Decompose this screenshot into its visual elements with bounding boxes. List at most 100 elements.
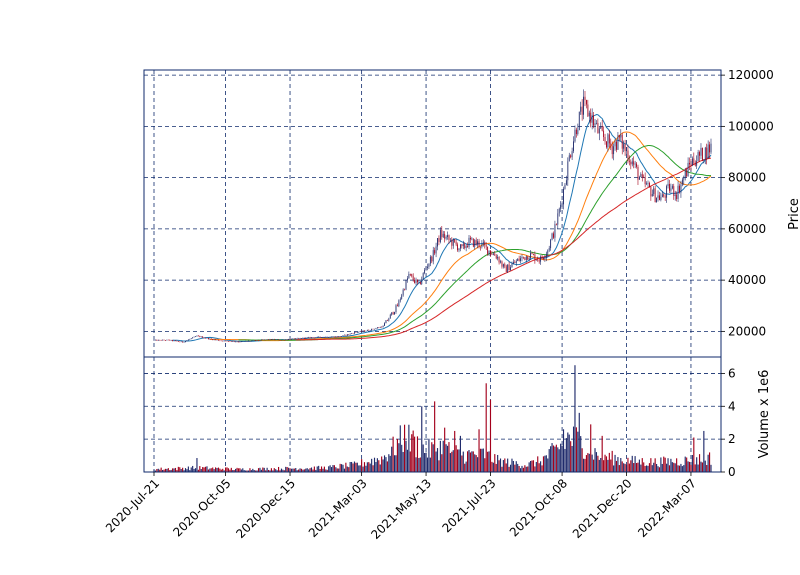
candle-body xyxy=(199,335,201,337)
volume-bar xyxy=(382,459,384,472)
candle-body xyxy=(239,341,241,343)
volume-bar xyxy=(373,457,376,472)
candle-body xyxy=(344,334,345,336)
volume-bar xyxy=(623,463,625,472)
volume-bar xyxy=(362,466,364,472)
candle-body xyxy=(329,337,331,338)
volume-bar xyxy=(424,452,426,472)
volume-bar xyxy=(527,466,529,472)
candle-body xyxy=(624,144,626,151)
candle-body xyxy=(292,338,294,340)
candle-body xyxy=(521,256,523,259)
volume-bar xyxy=(535,461,537,472)
candle-body xyxy=(660,197,662,200)
volume-bar xyxy=(278,466,280,472)
candle-body xyxy=(601,126,603,131)
candle-body xyxy=(352,333,354,335)
volume-bar xyxy=(308,469,310,472)
volume-bar xyxy=(444,427,446,472)
candle-body xyxy=(515,260,517,263)
volume-bar xyxy=(257,468,260,472)
candle-body xyxy=(434,250,436,254)
volume-bar xyxy=(386,461,388,472)
volume-bar xyxy=(202,467,204,472)
candle-body xyxy=(395,305,397,313)
candle-body xyxy=(398,300,400,307)
volume-bar xyxy=(401,444,403,472)
volume-bar xyxy=(504,458,506,472)
candle-body xyxy=(325,336,327,338)
candle-body xyxy=(534,254,536,261)
volume-bar xyxy=(409,451,411,472)
candle-body xyxy=(540,256,542,262)
volume-bar xyxy=(279,470,281,472)
volume-bar xyxy=(617,457,619,472)
volume-bar xyxy=(280,468,283,472)
candle-body xyxy=(686,170,688,177)
candle-body xyxy=(614,141,616,147)
candle-body xyxy=(578,111,580,131)
candle-body xyxy=(644,177,646,185)
candle-body xyxy=(444,233,446,239)
volume-bar xyxy=(555,444,557,472)
volume-bar xyxy=(252,468,254,472)
candle-body xyxy=(358,331,360,333)
volume-bar xyxy=(233,470,235,472)
volume-bar xyxy=(253,470,255,472)
volume-bar xyxy=(316,466,318,472)
candle-body xyxy=(375,328,377,329)
volume-bar xyxy=(352,463,354,472)
volume-bar xyxy=(434,401,436,472)
candle-body xyxy=(192,337,194,339)
volume-bar xyxy=(414,436,416,472)
candle-body xyxy=(262,339,264,341)
candle-body xyxy=(429,256,431,264)
volume-bar xyxy=(237,468,240,472)
candle-body xyxy=(418,281,420,283)
volume-bar xyxy=(219,468,221,472)
candle-body xyxy=(282,339,284,341)
volume-bar xyxy=(538,463,540,472)
volume-bar xyxy=(557,447,559,472)
volume-bar xyxy=(366,462,368,472)
candle-body xyxy=(173,340,175,342)
volume-bar xyxy=(604,454,606,472)
candle-body xyxy=(206,337,208,339)
volume-bar xyxy=(451,451,453,472)
volume-bar xyxy=(445,444,447,472)
candle-body xyxy=(657,195,659,198)
candle-body xyxy=(451,239,453,246)
candle-body xyxy=(322,337,324,338)
volume-bar xyxy=(355,462,357,472)
volume-bar xyxy=(568,434,570,472)
candle-body xyxy=(693,158,695,164)
candle-body xyxy=(356,332,358,333)
volume-bar xyxy=(286,467,288,472)
volume-bar xyxy=(631,455,633,472)
volume-bar xyxy=(661,463,663,472)
candle-body xyxy=(573,141,574,152)
candle-body xyxy=(437,238,438,247)
candle-body xyxy=(701,147,703,161)
volume-bar xyxy=(548,449,550,472)
volume-bar xyxy=(663,456,665,472)
volume-bar xyxy=(439,440,441,472)
candle-body xyxy=(169,339,171,341)
volume-bar xyxy=(598,459,600,472)
candle-body xyxy=(533,254,534,255)
candle-body xyxy=(392,312,394,315)
candle-body xyxy=(596,123,597,124)
candle-body xyxy=(541,256,543,259)
candle-body xyxy=(666,186,668,198)
candle-body xyxy=(484,242,486,246)
candle-body xyxy=(203,337,205,339)
volume-bar xyxy=(467,451,469,472)
candle-body xyxy=(554,224,556,238)
volume-bar xyxy=(687,461,689,472)
candle-body xyxy=(402,289,404,296)
volume-bar xyxy=(429,457,431,472)
candle-body xyxy=(243,341,245,342)
volume-bar xyxy=(200,469,202,472)
candle-body xyxy=(302,337,304,339)
candle-body xyxy=(500,261,501,263)
